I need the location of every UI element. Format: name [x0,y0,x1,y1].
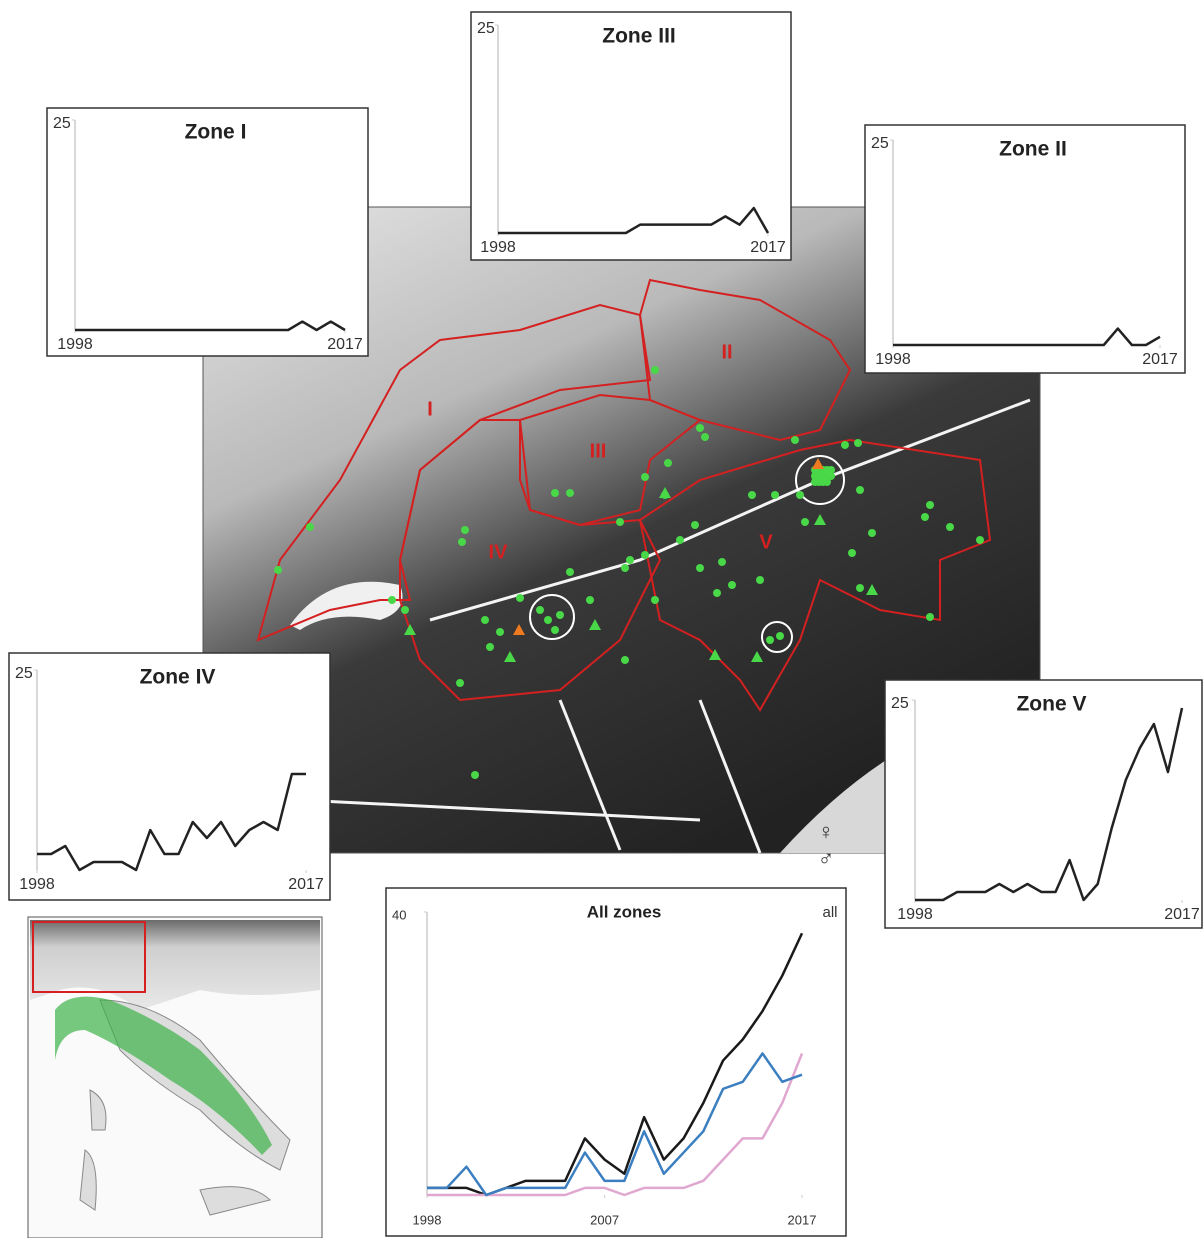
observation [641,473,649,481]
observation [756,576,764,584]
observation [516,594,524,602]
observation [691,521,699,529]
observation [926,501,934,509]
x-tick-label: 1998 [480,239,516,256]
observation [796,491,804,499]
figure: IIIIIIIVV Zone I2519982017Zone II2519982… [0,0,1203,1238]
observation [801,518,809,526]
observation [621,564,629,572]
x-tick-label: 1998 [413,1212,442,1227]
observation [841,441,849,449]
chart-title: Zone IV [140,666,216,689]
observation [566,568,574,576]
zone-label: IV [489,541,509,563]
legend-label: ♀ [818,819,835,844]
x-tick-label: 2017 [1164,906,1200,923]
chart-frame [471,12,791,260]
observation [848,549,856,557]
inset-map [28,917,322,1238]
chart-frame [865,125,1185,373]
observation [823,478,831,486]
observation [771,491,779,499]
chart-title: Zone I [185,121,247,144]
observation [696,424,704,432]
observation [641,551,649,559]
observation [651,596,659,604]
observation [471,771,479,779]
observation [926,613,934,621]
y-tick-label: 25 [477,20,495,37]
observation [388,596,396,604]
zone-label: II [721,341,732,363]
zone-label: I [427,398,433,420]
y-tick-label: 25 [871,135,889,152]
observation [461,526,469,534]
x-tick-label: 2017 [750,239,786,256]
observation [976,536,984,544]
observation [696,564,704,572]
observation [791,436,799,444]
observation [536,606,544,614]
y-tick-label: 25 [15,665,33,682]
observation [621,656,629,664]
observation [728,581,736,589]
observation [496,628,504,636]
observation [458,538,466,546]
legend-label: all [822,904,837,921]
chart-frame [9,653,330,900]
observation [651,366,659,374]
observation [718,558,726,566]
observation [481,616,489,624]
x-tick-label: 2017 [288,876,324,893]
x-tick-label: 2017 [327,336,363,353]
observation [748,491,756,499]
observation [921,513,929,521]
observation [586,596,594,604]
zone-label: III [590,440,607,462]
x-tick-label: 1998 [19,876,55,893]
observation [551,489,559,497]
observation [856,486,864,494]
observation [868,529,876,537]
observation [544,616,552,624]
observation [274,566,282,574]
observation [854,439,862,447]
observation [551,626,559,634]
chart-title: All zones [587,902,662,921]
observation [306,523,314,531]
y-tick-label: 25 [53,115,71,132]
observation [946,523,954,531]
x-tick-label: 1998 [875,351,911,368]
x-tick-label: 1998 [57,336,93,353]
observation [713,589,721,597]
observation [701,433,709,441]
observation [556,611,564,619]
chart-title: Zone II [999,138,1067,161]
observation [616,518,624,526]
y-tick-label: 40 [392,907,406,922]
x-tick-label: 2017 [788,1212,817,1227]
observation [456,679,464,687]
chart-frame [386,888,846,1236]
legend-label: ♂ [818,846,835,871]
chart-title: Zone V [1016,693,1086,716]
x-tick-label: 1998 [897,906,933,923]
observation [664,459,672,467]
x-tick-label: 2007 [590,1212,619,1227]
chart-frame [47,108,368,356]
observation [486,643,494,651]
observation [776,632,784,640]
x-tick-label: 2017 [1142,351,1178,368]
y-tick-label: 25 [891,695,909,712]
observation [676,536,684,544]
observation [566,489,574,497]
zone-label: V [759,531,773,553]
observation [626,556,634,564]
observation [401,606,409,614]
observation [856,584,864,592]
observation [766,636,774,644]
chart-title: Zone III [602,25,676,48]
